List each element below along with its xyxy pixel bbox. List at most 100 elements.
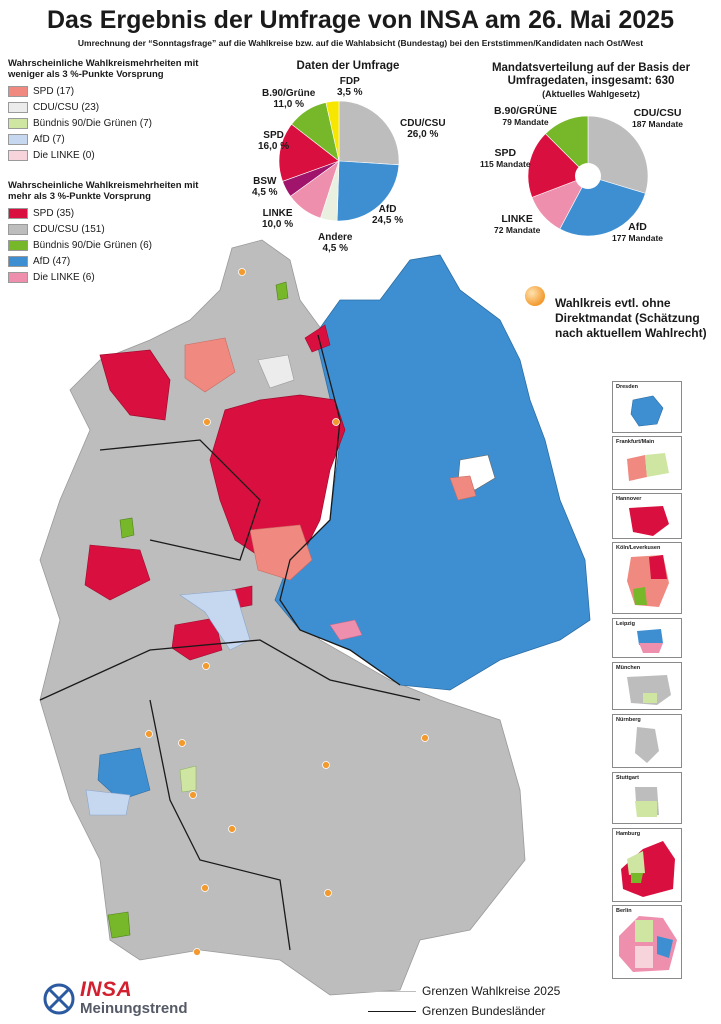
inset-nuernberg: Nürnberg [612, 714, 682, 768]
legend-item: Bündnis 90/Die Grünen (6) [8, 237, 203, 253]
legend-label: SPD (17) [33, 85, 75, 97]
inset-muenchen: München [612, 662, 682, 710]
poll-heading: Daten der Umfrage [296, 60, 400, 72]
marker-dot [145, 730, 153, 738]
inset-label: Frankfurt/Main [616, 439, 655, 445]
map-afd-light-hessen [179, 589, 251, 651]
inset-label: Leipzig [616, 621, 635, 627]
inset-label: Nürnberg [616, 717, 641, 723]
seats-heading: Mandatsverteilung auf der Basis der Umfr… [466, 62, 716, 101]
page-title: Das Ergebnis der Umfrage von INSA am 26.… [46, 6, 675, 34]
legend-item: CDU/CSU (23) [8, 99, 203, 115]
marker-dot [189, 791, 197, 799]
insa-logo-sub: Meinungstrend [80, 1000, 188, 1017]
state-border-bw [149, 699, 291, 951]
inset-label: Hamburg [616, 831, 641, 837]
seats-label-spd: SPD 115 Mandate [480, 147, 531, 170]
marker-dot [201, 884, 209, 892]
legend-label: CDU/CSU (23) [33, 101, 100, 113]
state-border-north [99, 439, 261, 561]
legend-swatch [8, 207, 28, 219]
marker-dot [322, 761, 330, 769]
legend-wahlkreis-border: Grenzen Wahlkreise 2025 [368, 984, 560, 998]
page-subtitle: Umrechnung der “Sonntagsfrage” auf die W… [77, 38, 644, 48]
legend-swatch [8, 133, 28, 145]
legend-swatch [8, 223, 28, 235]
inset-label: München [616, 665, 641, 671]
legend-narrow-margin: Wahrscheinliche Wahlkreismehrheiten mit … [8, 58, 203, 163]
seats-label-linke: LINKE 72 Mandate [494, 213, 541, 236]
marker-dot [178, 739, 186, 747]
inset-stuttgart: Stuttgart [612, 772, 682, 824]
map-spd-north [209, 394, 346, 561]
map-linke-leipzig [329, 619, 363, 641]
marker-dot [193, 948, 201, 956]
legend-border-label: Grenzen Bundesländer [422, 1004, 546, 1018]
legend-line-thin [368, 990, 416, 992]
pie-slice-afd [559, 175, 646, 237]
inset-label: Berlin [616, 908, 632, 914]
legend-item: CDU/CSU (151) [8, 221, 203, 237]
legend-item: Bündnis 90/Die Grünen (7) [8, 115, 203, 131]
pie-slice-afd [336, 160, 400, 222]
legend-swatch [8, 239, 28, 251]
inset-label: Köln/Leverkusen [616, 545, 661, 551]
marker-dot [421, 734, 429, 742]
legend-swatch [8, 271, 28, 283]
legend-swatch [8, 255, 28, 267]
poll-label-andere: Andere 4,5 % [318, 232, 353, 254]
legend-label: AfD (7) [33, 133, 65, 145]
legend-swatch [8, 101, 28, 113]
donut-hole [575, 163, 601, 189]
map-spd-nrw [84, 544, 151, 601]
legend-item: Die LINKE (6) [8, 269, 203, 285]
inset-hannover: Hannover [612, 493, 682, 539]
inset-hamburg: Hamburg [612, 828, 682, 902]
map-afd-light-bw [85, 789, 131, 816]
insa-logo: INSA Meinungstrend [42, 978, 212, 1020]
legend-label: Die LINKE (6) [33, 271, 95, 283]
map-linke-berlin [449, 475, 477, 501]
insa-logo-brand: INSA [80, 978, 133, 1001]
state-border-east [279, 334, 401, 686]
map-east [274, 254, 591, 691]
legend-swatch [8, 149, 28, 161]
legend-label: Bündnis 90/Die Grünen (7) [33, 117, 152, 129]
marker-dot [228, 825, 236, 833]
pie-slice-spd [527, 133, 589, 198]
map-green-sh [275, 281, 289, 301]
marker-dot [332, 418, 340, 426]
legend-wide-margin: Wahrscheinliche Wahlkreismehrheiten mit … [8, 180, 203, 285]
poll-label-spd: SPD 16,0 % [258, 130, 290, 152]
inset-label: Hannover [616, 496, 642, 502]
pie-slice-b-90-gr-ne [545, 115, 589, 177]
marker-dot [324, 889, 332, 897]
seats-label-afd: AfD 177 Mandate [612, 221, 664, 244]
marker-note: Wahlkreis evtl. ohne Direktmandat (Schät… [525, 286, 715, 341]
legend-item: AfD (47) [8, 253, 203, 269]
seats-heading-text: Mandatsverteilung auf der Basis der Umfr… [491, 62, 691, 87]
marker-note-text: Wahlkreis evtl. ohne Direktmandat (Schät… [555, 296, 707, 340]
legend-label: CDU/CSU (151) [33, 223, 105, 235]
legend-border-label: Grenzen Wahlkreise 2025 [422, 984, 561, 998]
legend-label: AfD (47) [33, 255, 71, 267]
poll-pie-chart [278, 100, 400, 222]
poll-label-gruene: B.90/Grüne 11,0 % [262, 88, 316, 110]
map-spd-kiel [304, 324, 331, 353]
inset-frankfurt: Frankfurt/Main [612, 436, 682, 490]
legend-narrow-heading: Wahrscheinliche Wahlkreismehrheiten mit … [8, 58, 199, 80]
map-spd-friesland [99, 349, 171, 421]
pie-slice-cdu-csu [338, 100, 400, 166]
inset-dresden: Dresden [612, 381, 682, 433]
legend-item: Die LINKE (0) [8, 147, 203, 163]
legend-item: AfD (7) [8, 131, 203, 147]
seats-subheading: (Aktuelles Wahlgesetz) [542, 89, 640, 99]
map-spd-light-north [184, 337, 236, 393]
marker-legend-dot [525, 286, 545, 306]
map-green-light-frankfurt [179, 765, 197, 793]
inset-leipzig: Leipzig [612, 618, 682, 658]
inset-label: Dresden [616, 384, 639, 390]
legend-label: Die LINKE (0) [33, 149, 95, 161]
map-spd-hessen [171, 617, 223, 661]
legend-wide-heading: Wahrscheinliche Wahlkreismehrheiten mit … [8, 180, 199, 202]
